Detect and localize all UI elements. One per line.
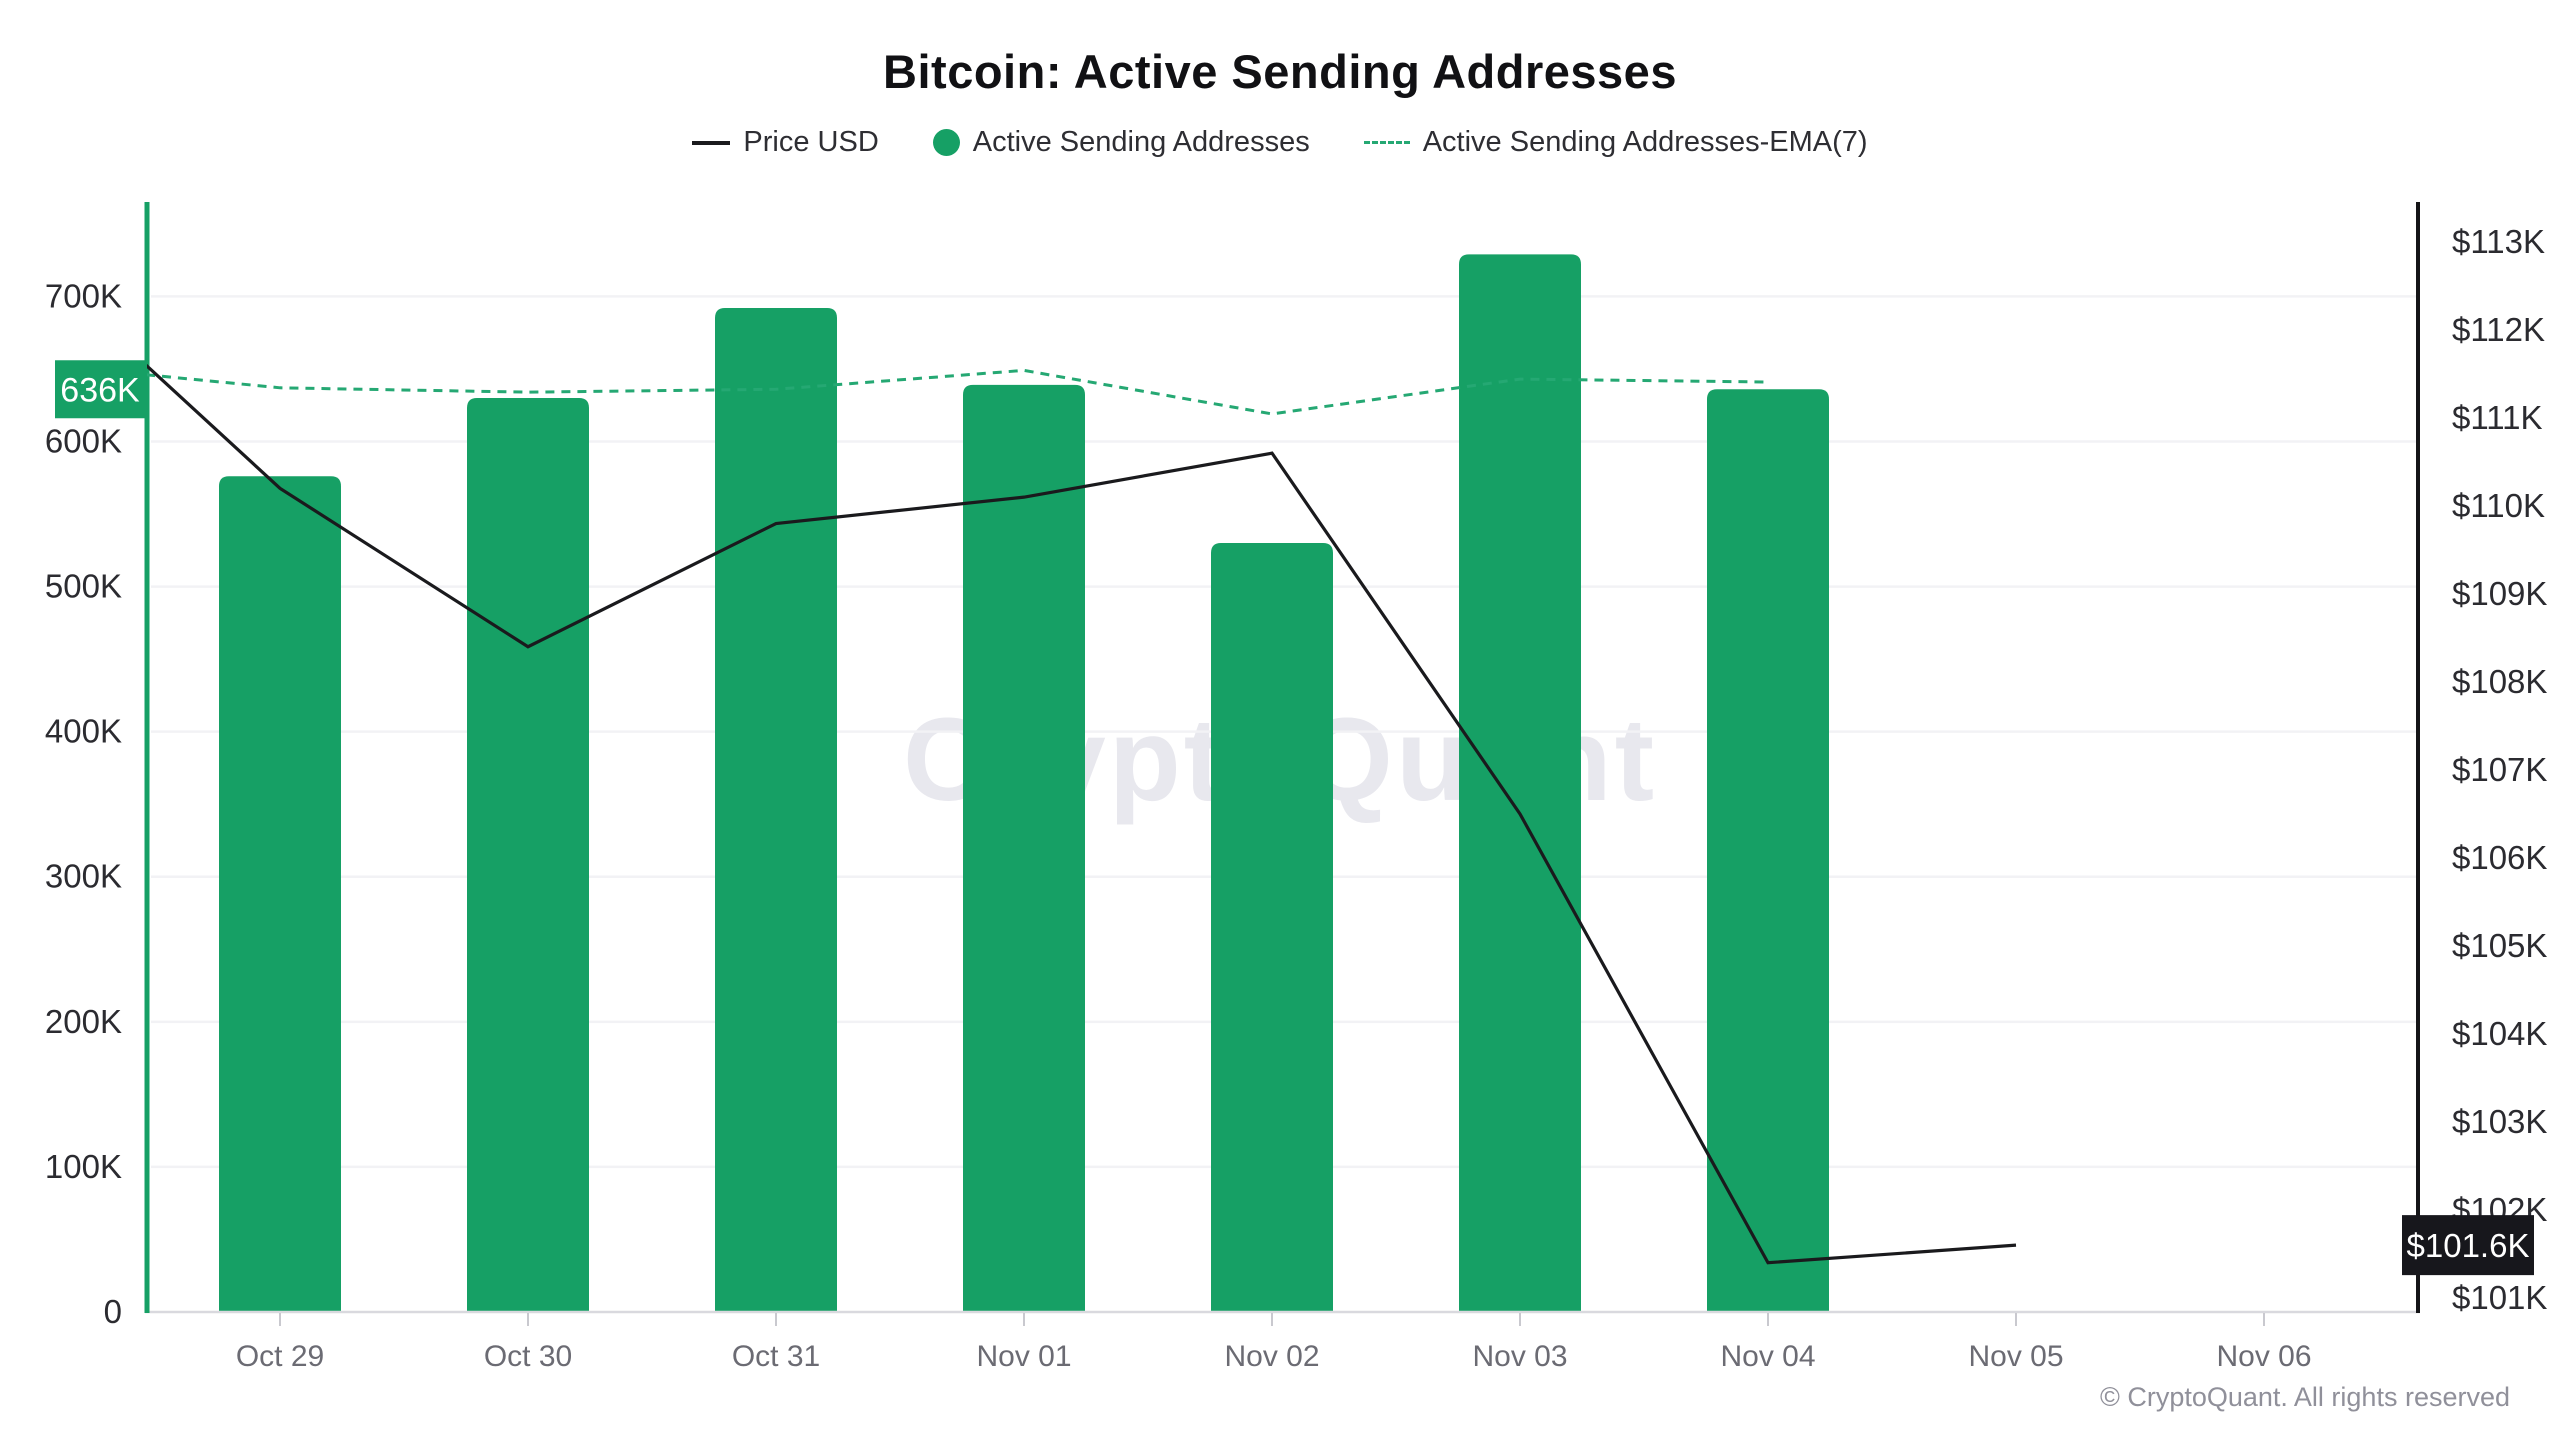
price-line[interactable] <box>144 363 2017 1265</box>
y-axis-label-right: $108K <box>2452 663 2547 700</box>
y-axis-label-left: 400K <box>45 713 122 750</box>
y-axis-label-left: 100K <box>45 1148 122 1185</box>
x-axis-label: Nov 01 <box>976 1340 1071 1373</box>
bar-oct-29[interactable] <box>219 476 341 1312</box>
price-line-swatch-icon <box>692 140 731 145</box>
ema-line[interactable] <box>145 368 1769 416</box>
active-addresses-badge <box>55 360 147 419</box>
legend-label-price-usd: Price USD <box>743 126 879 158</box>
y-axis-label-right: $110K <box>2452 487 2545 524</box>
x-axis-label: Nov 02 <box>1224 1340 1319 1373</box>
bar-oct-31[interactable] <box>715 308 837 1312</box>
y-axis-label-right: $101K <box>2452 1279 2547 1316</box>
copyright-notice: © CryptoQuant. All rights reserved <box>2100 1382 2510 1412</box>
bar-series-swatch-icon <box>932 129 960 156</box>
bar-nov-02[interactable] <box>1211 543 1333 1312</box>
chart-legend: Price USD Active Sending Addresses Activ… <box>0 126 2560 159</box>
y-axis-label-right: $109K <box>2452 575 2547 612</box>
y-axis-label-left: 200K <box>45 1003 122 1040</box>
legend-label-active-sending-addresses: Active Sending Addresses <box>972 126 1310 158</box>
y-axis-label-right: $113K <box>2452 223 2545 260</box>
x-axis-label: Nov 05 <box>1968 1340 2063 1373</box>
bar-nov-04[interactable] <box>1707 389 1829 1312</box>
x-axis-label: Nov 03 <box>1472 1340 1567 1373</box>
legend-item-ema[interactable]: Active Sending Addresses-EMA(7) <box>1363 126 1868 159</box>
y-axis-label-right: $111K <box>2452 399 2543 436</box>
y-axis-label-right: $106K <box>2452 839 2547 876</box>
x-axis-label: Oct 29 <box>236 1340 324 1373</box>
y-axis-label-left: 600K <box>45 422 122 459</box>
legend-item-active-sending-addresses[interactable]: Active Sending Addresses <box>932 126 1310 159</box>
bar-nov-01[interactable] <box>963 384 1085 1312</box>
x-axis-label: Oct 30 <box>484 1340 572 1373</box>
active-addresses-badge-label: 636K <box>60 371 140 409</box>
y-axis-label-left: 300K <box>45 858 122 895</box>
y-axis-label-right: $107K <box>2452 751 2547 788</box>
y-axis-label-left: 700K <box>45 277 122 314</box>
legend-label-ema: Active Sending Addresses-EMA(7) <box>1422 126 1868 158</box>
ema-line-swatch-icon <box>1363 141 1410 144</box>
price-badge-label: $101.6K <box>2407 1227 2530 1264</box>
bar-oct-30[interactable] <box>467 397 589 1312</box>
price-badge <box>2402 1215 2534 1276</box>
x-axis-label: Nov 06 <box>2216 1340 2311 1373</box>
y-axis-label-right: $112K <box>2452 311 2545 348</box>
y-axis-label-right: $103K <box>2452 1103 2547 1140</box>
y-axis-label-right: $105K <box>2452 927 2547 964</box>
chart-title: Bitcoin: Active Sending Addresses <box>883 45 1677 98</box>
bar-nov-03[interactable] <box>1459 254 1581 1312</box>
x-axis-label: Nov 04 <box>1720 1340 1815 1373</box>
y-axis-label-left: 0 <box>104 1293 122 1330</box>
x-axis-label: Oct 31 <box>732 1340 820 1373</box>
legend-item-price-usd[interactable]: Price USD <box>692 126 879 159</box>
y-axis-label-left: 500K <box>45 568 122 605</box>
y-axis-label-right: $104K <box>2452 1015 2547 1052</box>
